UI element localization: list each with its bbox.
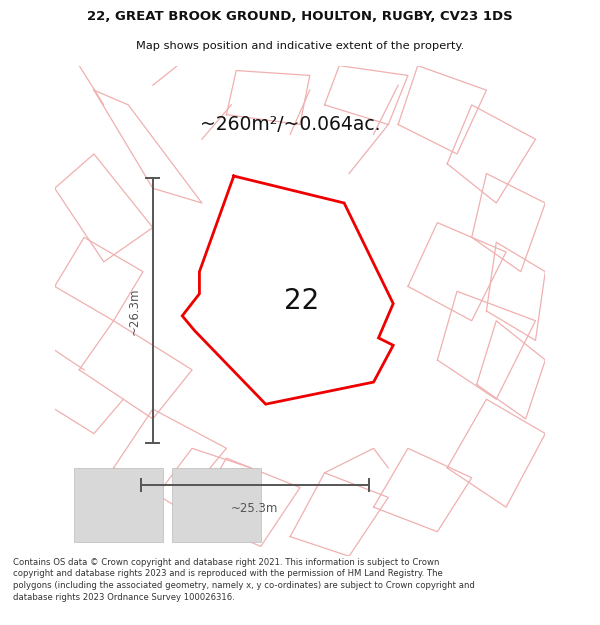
Text: 22: 22 <box>284 287 319 315</box>
Text: Contains OS data © Crown copyright and database right 2021. This information is : Contains OS data © Crown copyright and d… <box>13 558 475 602</box>
Text: 22, GREAT BROOK GROUND, HOULTON, RUGBY, CV23 1DS: 22, GREAT BROOK GROUND, HOULTON, RUGBY, … <box>87 10 513 23</box>
Polygon shape <box>182 176 393 404</box>
Bar <box>74 468 163 541</box>
Text: ~260m²/~0.064ac.: ~260m²/~0.064ac. <box>200 115 380 134</box>
Bar <box>172 468 261 541</box>
Text: Map shows position and indicative extent of the property.: Map shows position and indicative extent… <box>136 41 464 51</box>
Text: ~25.3m: ~25.3m <box>231 503 278 515</box>
Text: ~26.3m: ~26.3m <box>128 288 140 335</box>
